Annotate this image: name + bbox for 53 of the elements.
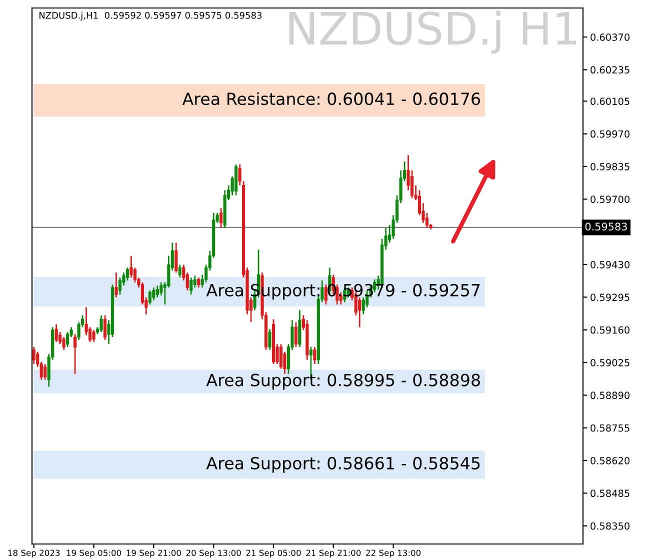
x-tick-label: 18 Sep 2023 [8, 550, 60, 558]
candlestick [118, 276, 122, 296]
x-tick-label: 22 Sep 13:00 [366, 550, 421, 558]
y-tick-label: 0.60105 [590, 98, 630, 105]
candlestick [298, 310, 302, 348]
band-label: Area Support: 0.58995 - 0.58898 [206, 374, 480, 390]
candlestick [54, 324, 58, 343]
candlestick [156, 284, 159, 298]
candlestick [130, 255, 133, 278]
candlestick [62, 336, 66, 351]
y-tick-label: 0.59295 [590, 294, 630, 302]
candlestick [126, 266, 130, 282]
y-tick-label: 0.58485 [590, 490, 630, 498]
candlestick [66, 331, 70, 348]
ref-line-label: 0.59583 [585, 222, 627, 231]
y-tick-label: 0.59700 [590, 196, 630, 203]
y-tick-label: 0.58755 [590, 424, 630, 432]
candlestick [313, 346, 316, 365]
candlestick [220, 207, 223, 229]
band-label: Area Resistance: 0.60041 - 0.60176 [182, 92, 480, 106]
x-tick-label: 20 Sep 13:00 [186, 550, 241, 558]
band-label: Area Support: 0.58661 - 0.58545 [206, 456, 480, 473]
candlestick [114, 272, 118, 298]
y-tick-label: 0.59970 [590, 130, 630, 138]
candlestick [74, 334, 77, 375]
candlestick [190, 276, 193, 296]
y-tick-label: 0.58890 [590, 392, 630, 400]
y-tick-label: 0.58350 [590, 522, 630, 530]
y-tick-label: 0.59835 [590, 162, 630, 170]
x-tick-label: 19 Sep 21:00 [126, 550, 181, 558]
candlestick [152, 286, 156, 302]
y-tick-label: 0.60370 [590, 34, 630, 41]
y-tick-label: 0.59430 [590, 260, 630, 268]
candlestick [103, 314, 107, 341]
candlestick [32, 346, 36, 365]
y-tick-label: 0.60235 [590, 66, 630, 74]
y-tick-label: 0.58620 [590, 456, 630, 464]
candlestick [148, 290, 152, 306]
candlestick [197, 276, 200, 288]
x-tick-label: 21 Sep 21:00 [306, 550, 361, 558]
x-tick-label: 21 Sep 05:00 [246, 550, 301, 558]
candlestick [44, 363, 47, 380]
candlestick [92, 329, 96, 343]
candlestick [268, 328, 272, 351]
annotation: NZDUSD.j,H1 0.59592 0.59597 0.59575 0.59583 [40, 12, 262, 20]
candlestick [100, 314, 103, 333]
candlestick [178, 264, 182, 278]
x-tick-label: 19 Sep 05:00 [66, 550, 122, 558]
y-tick-label: 0.59160 [590, 326, 630, 334]
candlestick [174, 242, 178, 274]
candlestick [294, 321, 298, 348]
candlestick [358, 296, 362, 328]
y-tick-label: 0.59025 [590, 358, 630, 366]
